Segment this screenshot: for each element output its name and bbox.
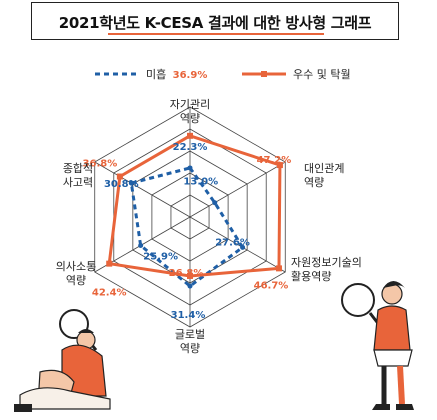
value-label-series-1-4: 31.4% [171, 310, 206, 321]
value-label-series-1-6: 30.8% [104, 179, 139, 190]
grid-spoke-2 [189, 161, 286, 218]
legend-marker-series-2 [261, 71, 267, 77]
axis-label-6: 종합적 사고력 [63, 162, 93, 189]
series-1-point-3 [240, 244, 246, 250]
axis-label-5: 의사소통 역량 [56, 260, 96, 287]
radar-series [106, 132, 283, 289]
axis-label-3: 자원정보기술의 활용역량 [291, 256, 362, 283]
series-1-point-4 [187, 283, 193, 289]
series-1-point-6 [128, 180, 134, 186]
series-2-point-2 [276, 162, 283, 169]
series-1-point-1 [187, 165, 193, 171]
axis-label-1: 자기관리 역량 [170, 98, 210, 125]
series-2-point-4 [187, 272, 193, 279]
value-label-series-1-3: 27.6% [215, 237, 250, 248]
axis-label-4: 글로벌 역량 [175, 328, 205, 355]
series-2-point-3 [275, 265, 282, 272]
grid-spoke-3 [189, 216, 286, 273]
series-1-point-5 [138, 242, 144, 248]
value-label-series-2-2: 47.2% [257, 155, 292, 166]
chart-title: 2021학년도 K-CESA 결과에 대한 방사형 그래프 [58, 14, 372, 32]
series-2-point-6 [116, 173, 123, 180]
value-label-series-1-1: 22.3% [173, 142, 208, 153]
chart-title-box: 2021학년도 K-CESA 결과에 대한 방사형 그래프 [31, 2, 399, 40]
value-label-series-1-2: 13.0% [183, 177, 218, 188]
legend-label-series-1: 미흡 [146, 67, 166, 81]
value-label-series-2-6: 36.8% [83, 159, 118, 170]
grid-spoke-6 [94, 161, 191, 218]
value-label-series-2-4: 26.8% [169, 268, 204, 279]
series-2-point-5 [106, 260, 113, 267]
illustration-left [14, 309, 111, 412]
value-label-series-2-1: 36.9% [173, 70, 208, 81]
title-underline [108, 33, 324, 35]
series-2-point-1 [187, 132, 193, 139]
axis-label-2: 대인관계 역량 [304, 162, 344, 189]
legend: 미흡 우수 및 탁월 [95, 67, 351, 81]
radar-labels: 22.3% 13.0% 27.6% 31.4% 25.9% 30.8% 36.9% 47.2%… [56, 70, 362, 355]
legend-label-series-2: 우수 및 탁월 [293, 68, 351, 81]
series-1-point-2 [212, 200, 218, 206]
value-label-series-2-5: 42.4% [92, 288, 127, 299]
value-label-series-1-5: 25.9% [143, 251, 178, 262]
value-label-series-2-3: 46.7% [254, 280, 289, 291]
illustration-right [341, 281, 414, 410]
